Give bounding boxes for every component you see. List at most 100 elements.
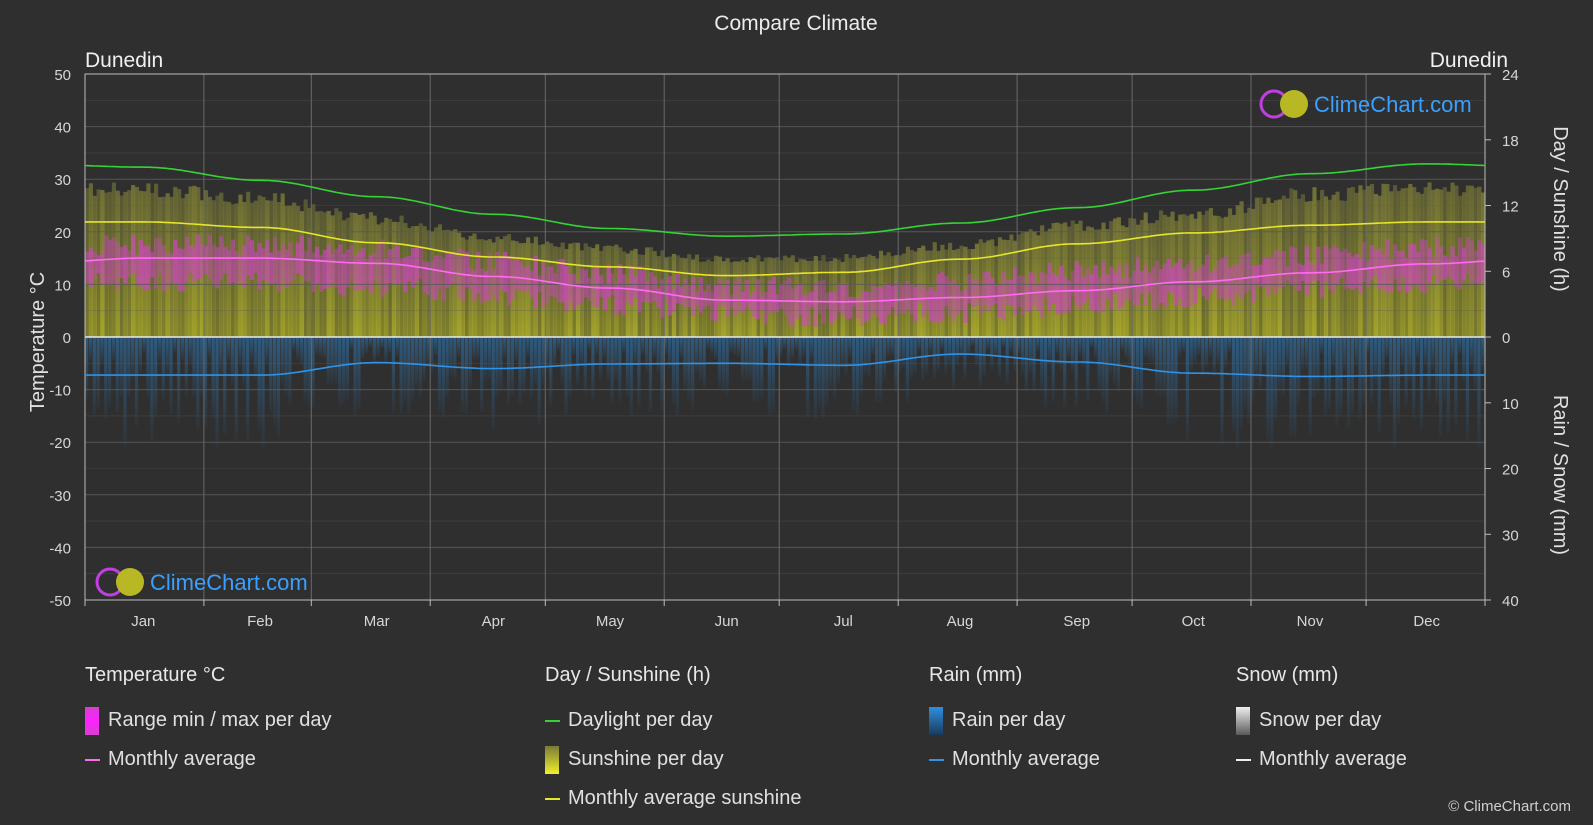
temp-range-bar	[1074, 261, 1079, 306]
rain-bar	[1346, 337, 1351, 427]
temp-range-bar	[1461, 247, 1467, 281]
rain-bar	[223, 337, 227, 435]
temp-range-bar	[480, 268, 485, 303]
temp-range-bar	[652, 276, 657, 301]
temp-range-bar	[1327, 248, 1332, 290]
rain-swatch	[929, 706, 943, 735]
temp-range-bar	[211, 244, 216, 286]
temp-range-bar	[1089, 273, 1095, 311]
legend-label: Daylight per day	[568, 709, 713, 731]
sunshine-bar	[338, 211, 343, 337]
x-axis-month-label: Sep	[1063, 613, 1090, 630]
temp-range-bar	[391, 247, 396, 284]
rain-bar	[157, 337, 162, 361]
temp-range-bar	[161, 245, 166, 291]
temp-range-bar	[1205, 254, 1210, 301]
rain-bar	[890, 337, 894, 356]
temp-range-bar	[836, 283, 841, 313]
rain-bar	[1009, 337, 1013, 352]
sunshine-bar	[832, 258, 838, 337]
rain-bar	[648, 337, 653, 412]
temp-range-bar	[967, 274, 972, 304]
temp-range-bar	[948, 281, 953, 316]
temp-range-bar	[522, 267, 527, 293]
temp-range-bar	[445, 251, 450, 288]
y-axis-right-top-tick-label: 12	[1502, 199, 1519, 216]
rain-bar	[702, 337, 706, 388]
temp-range-bar	[1381, 254, 1386, 290]
rain-bar	[1262, 337, 1266, 366]
sunshine-bar	[825, 261, 830, 337]
sunshine-bar	[806, 260, 811, 337]
temp-range-bar	[1189, 260, 1194, 308]
rain-bar	[974, 337, 979, 367]
temp-range-bar	[85, 251, 90, 285]
brand-logo-text: ClimeChart.com	[1314, 92, 1472, 117]
rain-bar	[1412, 337, 1416, 420]
rain-bar	[656, 337, 660, 373]
sunshine-bar	[591, 248, 596, 337]
rain-bar	[1431, 337, 1435, 370]
temp-range-bar	[997, 285, 1003, 318]
rain-bar	[986, 337, 990, 350]
rain-bar	[88, 337, 93, 361]
temp-range-bar	[1201, 264, 1206, 297]
rain-bar	[679, 337, 683, 358]
rain-bar	[441, 337, 445, 418]
brand-logo-text: ClimeChart.com	[150, 570, 308, 595]
rain-bar	[541, 337, 545, 386]
temp-range-bar	[510, 260, 515, 300]
temp-range-bar	[338, 244, 343, 295]
sunshine-bar	[737, 261, 742, 337]
sunshine-bar	[1312, 187, 1317, 337]
temp-range-bar	[180, 249, 186, 292]
rain-bar	[468, 337, 472, 388]
rain-bar	[1143, 337, 1147, 358]
rain-bar	[1120, 337, 1124, 352]
rain-bar	[951, 337, 956, 389]
rain-bar	[1274, 337, 1278, 421]
temp-avg-swatch	[85, 758, 100, 761]
brand-logo-bottom[interactable]: ClimeChart.com	[95, 567, 308, 597]
sunshine-bar	[464, 239, 469, 337]
sunshine-bar	[365, 218, 370, 337]
temp-range-bar	[303, 250, 308, 282]
sunshine-bar	[1224, 216, 1229, 337]
temp-range-bar	[169, 253, 174, 283]
temp-range-bar	[1197, 267, 1202, 289]
rain-bar	[840, 337, 844, 368]
temp-range-bar	[127, 250, 132, 277]
sunshine-bar	[495, 236, 500, 337]
rain-bar	[806, 337, 810, 419]
rain-bar	[1151, 337, 1155, 364]
temp-range-bar	[88, 247, 93, 288]
rain-bar	[526, 337, 530, 358]
temp-range-bar	[154, 238, 159, 289]
sunshine-bar	[92, 195, 97, 337]
sunshine-bar	[1235, 205, 1240, 337]
rain-bar	[1070, 337, 1074, 372]
temp-range-bar	[1097, 277, 1102, 314]
temp-range-bar	[1446, 257, 1451, 275]
rain-bar	[1316, 337, 1320, 394]
legend-rain: Rain (mm) Rain per day Monthly average	[929, 664, 1100, 779]
rain-bar	[365, 337, 369, 354]
sunshine-bar	[786, 257, 792, 337]
temp-range-bar	[614, 282, 619, 316]
rain-bar	[978, 337, 982, 388]
rain-bar	[253, 337, 258, 380]
sunshine-bar	[529, 243, 535, 337]
rain-bar	[1473, 337, 1477, 391]
rain-bar	[545, 337, 549, 372]
rain-bar	[472, 337, 476, 361]
brand-logo-top[interactable]: ClimeChart.com	[1259, 89, 1472, 119]
temp-range-bar	[1093, 264, 1098, 311]
temp-range-bar	[598, 275, 604, 298]
legend-item: Sunshine per day	[545, 740, 801, 779]
temp-range-bar	[1181, 268, 1187, 309]
sunshine-bar	[1419, 193, 1424, 337]
temp-range-bar	[499, 255, 504, 289]
temp-range-bar	[671, 288, 676, 312]
rain-bar	[518, 337, 522, 406]
rain-bar	[664, 337, 668, 355]
